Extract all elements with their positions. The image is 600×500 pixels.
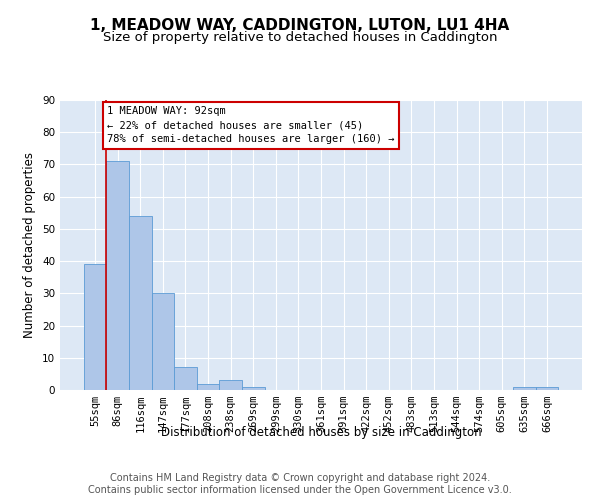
- Bar: [152, 294, 174, 390]
- Text: 1, MEADOW WAY, CADDINGTON, LUTON, LU1 4HA: 1, MEADOW WAY, CADDINGTON, LUTON, LU1 4H…: [91, 18, 509, 32]
- Bar: [129, 216, 152, 390]
- Bar: [174, 368, 197, 390]
- Y-axis label: Number of detached properties: Number of detached properties: [23, 152, 37, 338]
- Bar: [513, 387, 536, 390]
- Bar: [106, 161, 129, 390]
- Bar: [242, 387, 265, 390]
- Bar: [220, 380, 242, 390]
- Text: Size of property relative to detached houses in Caddington: Size of property relative to detached ho…: [103, 31, 497, 44]
- Text: 1 MEADOW WAY: 92sqm
← 22% of detached houses are smaller (45)
78% of semi-detach: 1 MEADOW WAY: 92sqm ← 22% of detached ho…: [107, 106, 395, 144]
- Text: Distribution of detached houses by size in Caddington: Distribution of detached houses by size …: [161, 426, 481, 439]
- Text: Contains HM Land Registry data © Crown copyright and database right 2024.
Contai: Contains HM Land Registry data © Crown c…: [88, 474, 512, 495]
- Bar: [84, 264, 106, 390]
- Bar: [197, 384, 220, 390]
- Bar: [536, 387, 558, 390]
